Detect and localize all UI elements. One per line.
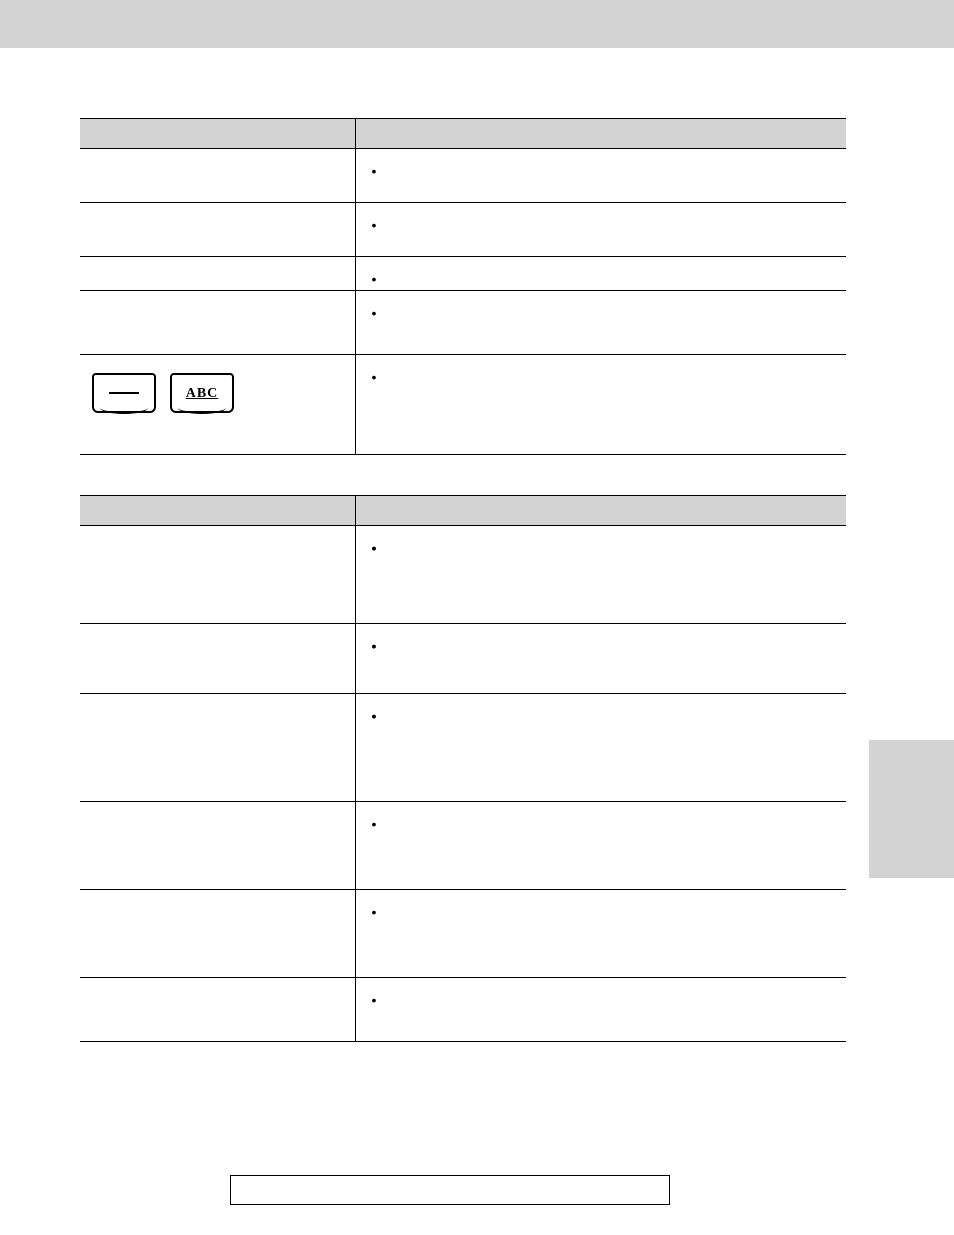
problem-cell (80, 694, 355, 802)
solution-cell (355, 203, 846, 257)
problem-cell (80, 526, 355, 624)
solution-cell (355, 291, 846, 355)
table-row (80, 149, 846, 203)
table-row (80, 257, 846, 291)
solution-cell (355, 355, 846, 455)
side-tab (869, 740, 954, 878)
problem-cell (80, 890, 355, 978)
problem-cell (80, 978, 355, 1042)
table-row (80, 978, 846, 1042)
blank-doc-icon (92, 373, 156, 413)
table-row (80, 694, 846, 802)
solution-cell (355, 257, 846, 291)
problem-cell (80, 802, 355, 890)
solution-cell (355, 890, 846, 978)
footer-box (230, 1175, 670, 1205)
solution-cell (355, 694, 846, 802)
table-row (80, 291, 846, 355)
icon-row: ABC (92, 373, 343, 413)
table-row (80, 624, 846, 694)
solution-cell (355, 802, 846, 890)
table-row (80, 802, 846, 890)
table-row: ABC (80, 355, 846, 455)
solution-cell (355, 624, 846, 694)
table-row (80, 526, 846, 624)
problem-cell (80, 624, 355, 694)
table-section2 (80, 495, 846, 1042)
table-section1: ABC (80, 118, 846, 455)
solution-cell (355, 526, 846, 624)
table-header-solution (355, 119, 846, 149)
content: ABC (0, 48, 954, 1042)
header-bar (0, 0, 954, 48)
solution-cell (355, 149, 846, 203)
abc-doc-icon: ABC (170, 373, 234, 413)
table-header-problem (80, 496, 355, 526)
problem-cell (80, 203, 355, 257)
problem-cell (80, 257, 355, 291)
table-header-problem (80, 119, 355, 149)
problem-cell (80, 291, 355, 355)
table-header-solution (355, 496, 846, 526)
solution-cell (355, 978, 846, 1042)
problem-cell (80, 149, 355, 203)
table-row (80, 890, 846, 978)
table-row (80, 203, 846, 257)
problem-cell: ABC (80, 355, 355, 455)
